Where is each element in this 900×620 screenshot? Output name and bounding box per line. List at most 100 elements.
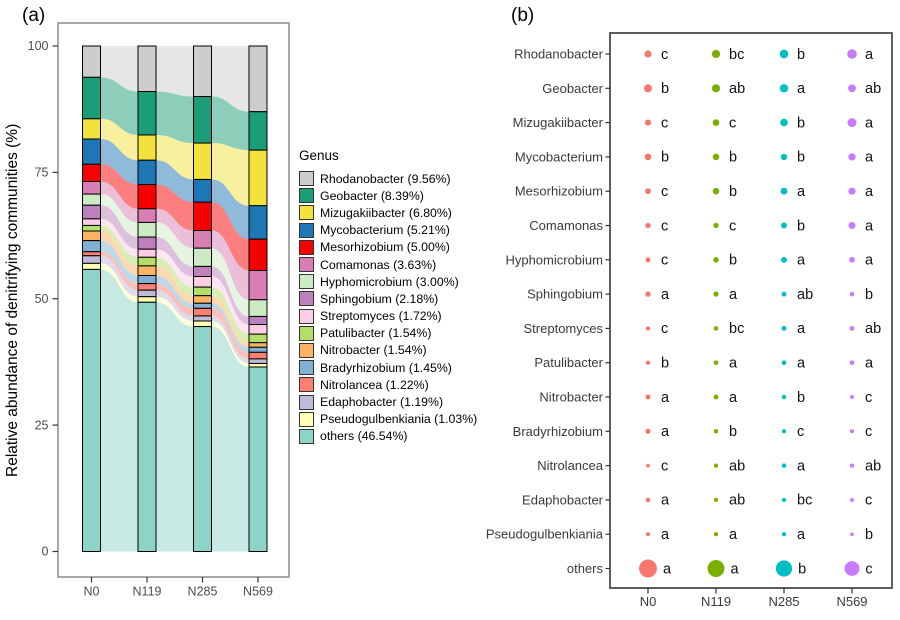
legend-swatch-Edaphobacter [299, 394, 314, 410]
sig-letter-Mizugakiibacter-N119: c [729, 115, 736, 131]
legend-label-Mesorhizobium: Mesorhizobium (5.00%) [320, 240, 450, 255]
bar-segment-N119-Patulibacter [137, 256, 157, 267]
y-tick-label-25: 25 [35, 418, 49, 432]
sig-letter-Nitrolancea-N0: c [661, 458, 668, 474]
ribbon-Mycobacterium-N119-N285 [156, 160, 194, 203]
legend-label-Streptomyces: Streptomyces (1.72%) [320, 309, 442, 324]
sig-letter-Mesorhizobium-N119: b [729, 184, 737, 200]
sig-letter-Hyphomicrobium-N119: b [729, 253, 737, 269]
bar-segment-N0-Mizugakiibacter [82, 118, 101, 140]
ribbon-Hyphomicrobium-N285-N569 [211, 248, 249, 317]
sig-letter-Sphingobium-N119: a [729, 287, 738, 303]
legend-swatch-Mizugakiibacter [299, 205, 314, 221]
bar-segment-N569-Mesorhizobium [248, 238, 268, 271]
legend-item-Bradyrhizobium: Bradyrhizobium (1.45%) [299, 359, 477, 376]
dot-Pseudogulbenkiania-N285 [781, 532, 787, 537]
dot-Hyphomicrobium-N119 [713, 257, 719, 263]
dot-others-N569 [844, 561, 860, 576]
bar-segment-N0-Sphingobium [82, 204, 101, 220]
bar-segment-N119-others [137, 301, 157, 553]
legend-item-Rhodanobacter: Rhodanobacter (9.56%) [299, 170, 477, 187]
bar-segment-N0-Pseudogulbenkiania [82, 262, 101, 270]
dot-Edaphobacter-N569 [850, 497, 854, 502]
ribbon-Rhodanobacter-N119-N285 [156, 46, 194, 97]
sig-letter-others-N0: a [663, 561, 672, 577]
row-label-Mycobacterium: Mycobacterium [515, 149, 603, 164]
sig-letter-Mesorhizobium-N569: a [865, 184, 874, 200]
sig-letter-Hyphomicrobium-N285: a [797, 253, 806, 269]
ribbon-others-N0-N119 [100, 269, 138, 552]
sig-letter-Mycobacterium-N569: a [865, 150, 874, 166]
sig-letter-Streptomyces-N119: bc [729, 321, 744, 337]
legend-label-Geobacter: Geobacter (8.39%) [320, 188, 424, 203]
bar-segment-N0-Comamonas [82, 180, 101, 195]
dot-others-N0 [639, 559, 657, 578]
bar-segment-N0-Patulibacter [82, 224, 101, 232]
bar-segment-N0-others [82, 268, 101, 552]
dot-Rhodanobacter-N0 [644, 50, 652, 58]
dot-Geobacter-N285 [779, 84, 789, 93]
legend-item-Geobacter: Geobacter (8.39%) [299, 187, 477, 204]
row-label-Geobacter: Geobacter [542, 81, 603, 96]
dot-Comamonas-N119 [713, 222, 719, 229]
sig-letter-Streptomyces-N0: c [661, 321, 668, 337]
legend-swatch-Nitrobacter [299, 342, 314, 358]
legend-label-Patulibacter: Patulibacter (1.54%) [320, 326, 432, 341]
bar-segment-N285-Patulibacter [193, 286, 212, 297]
sig-letter-Streptomyces-N285: a [797, 321, 806, 337]
row-label-Mizugakiibacter: Mizugakiibacter [513, 115, 604, 130]
sig-letter-Patulibacter-N569: a [865, 356, 874, 372]
sig-letter-Bradyrhizobium-N0: a [661, 424, 670, 440]
ribbon-Edaphobacter-N285-N569 [211, 315, 249, 364]
x-tick-label-a-N285: N285 [188, 585, 218, 599]
legend-item-Hyphomicrobium: Hyphomicrobium (3.00%) [299, 273, 477, 290]
dot-Patulibacter-N0 [645, 360, 651, 365]
dot-Pseudogulbenkiania-N569 [850, 532, 854, 537]
row-label-Streptomyces: Streptomyces [524, 321, 604, 336]
dot-Sphingobium-N569 [849, 291, 855, 297]
ribbon-Streptomyces-N119-N285 [156, 249, 194, 288]
bar-segment-N569-Nitrolancea [248, 351, 268, 360]
legend-swatch-Streptomyces [299, 308, 314, 324]
bar-segment-N119-Nitrolancea [137, 283, 157, 291]
bar-segment-N119-Pseudogulbenkiania [137, 296, 157, 303]
dot-Streptomyces-N285 [781, 325, 787, 331]
dot-Mesorhizobium-N285 [780, 187, 788, 195]
sig-letter-Mizugakiibacter-N285: b [797, 115, 805, 131]
ribbon-Sphingobium-N285-N569 [211, 266, 249, 325]
dot-Bradyrhizobium-N119 [713, 429, 719, 434]
legend-swatch-Hyphomicrobium [299, 274, 314, 290]
sig-letter-Rhodanobacter-N119: bc [729, 47, 744, 63]
bar-segment-N569-Sphingobium [248, 315, 268, 326]
dot-Hyphomicrobium-N0 [645, 257, 651, 263]
bar-segment-N0-Hyphomicrobium [82, 193, 101, 206]
sig-letter-Sphingobium-N285: ab [797, 287, 813, 303]
dot-Bradyrhizobium-N0 [645, 428, 651, 434]
sig-letter-Edaphobacter-N119: ab [729, 493, 745, 509]
legend-swatch-Nitrolancea [299, 377, 314, 393]
bar-segment-N285-Hyphomicrobium [193, 247, 212, 267]
dot-Patulibacter-N569 [849, 360, 855, 366]
bar-segment-N0-Geobacter [82, 76, 101, 120]
x-tick-label-b-N285: N285 [768, 594, 799, 609]
panel-a-border [57, 22, 290, 578]
sig-letter-Sphingobium-N0: a [661, 287, 670, 303]
sig-letter-Nitrolancea-N569: ab [865, 458, 881, 474]
ribbon-Sphingobium-N119-N285 [156, 237, 194, 277]
bar-segment-N119-Rhodanobacter [137, 45, 157, 92]
x-tick-label-a-N119: N119 [133, 585, 162, 599]
sig-letter-Comamonas-N119: c [729, 218, 736, 234]
row-label-Nitrobacter: Nitrobacter [539, 390, 603, 405]
bar-segment-N285-Nitrobacter [193, 295, 212, 304]
x-tick-label-a-N569: N569 [243, 585, 273, 599]
ribbon-Nitrolancea-N119-N285 [156, 283, 194, 316]
ribbon-Nitrobacter-N119-N285 [156, 265, 194, 304]
legend-item-Pseudogulbenkiania: Pseudogulbenkiania (1.03%) [299, 411, 477, 428]
ribbon-Geobacter-N119-N285 [156, 91, 194, 144]
sig-letter-Geobacter-N119: ab [729, 81, 745, 97]
y-tick-label-50: 50 [35, 292, 49, 306]
legend-item-Mesorhizobium: Mesorhizobium (5.00%) [299, 239, 477, 256]
ribbon-Patulibacter-N0-N119 [100, 225, 138, 266]
y-axis-title: Relative abundance of denitrifying commu… [4, 123, 21, 478]
